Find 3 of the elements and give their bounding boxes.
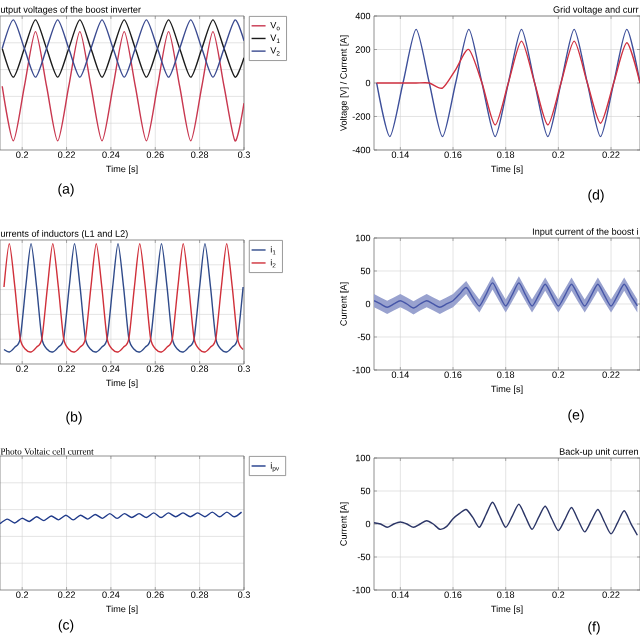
line-series — [374, 282, 639, 309]
line-series — [375, 40, 640, 126]
line-series — [374, 501, 639, 536]
